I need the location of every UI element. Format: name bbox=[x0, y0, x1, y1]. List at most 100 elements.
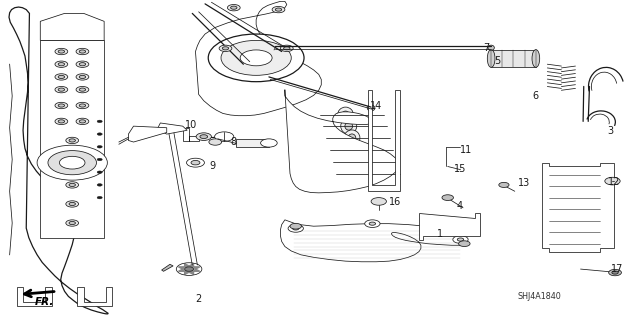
Circle shape bbox=[222, 47, 228, 50]
Circle shape bbox=[55, 74, 68, 80]
Ellipse shape bbox=[337, 107, 353, 123]
Text: 9: 9 bbox=[210, 161, 216, 171]
Polygon shape bbox=[179, 269, 184, 271]
Circle shape bbox=[280, 45, 293, 51]
Circle shape bbox=[260, 139, 277, 147]
Circle shape bbox=[200, 135, 207, 138]
Polygon shape bbox=[77, 286, 113, 306]
Circle shape bbox=[76, 74, 89, 80]
Text: 4: 4 bbox=[456, 201, 462, 211]
Circle shape bbox=[209, 139, 221, 145]
Text: 17: 17 bbox=[611, 264, 623, 274]
Circle shape bbox=[69, 221, 76, 225]
Polygon shape bbox=[419, 213, 479, 241]
Text: 6: 6 bbox=[532, 91, 539, 101]
Circle shape bbox=[97, 145, 102, 148]
Circle shape bbox=[58, 63, 65, 66]
Circle shape bbox=[369, 222, 376, 225]
Ellipse shape bbox=[347, 142, 363, 158]
Polygon shape bbox=[182, 128, 198, 141]
Circle shape bbox=[191, 160, 200, 165]
Circle shape bbox=[79, 75, 86, 78]
Circle shape bbox=[442, 195, 454, 200]
Circle shape bbox=[458, 238, 464, 241]
Text: FR.: FR. bbox=[35, 297, 54, 307]
Circle shape bbox=[76, 102, 89, 109]
Bar bbox=[44, 191, 100, 229]
Circle shape bbox=[58, 120, 65, 123]
Circle shape bbox=[79, 104, 86, 107]
Ellipse shape bbox=[342, 111, 349, 119]
Ellipse shape bbox=[488, 45, 494, 50]
Circle shape bbox=[55, 48, 68, 55]
Ellipse shape bbox=[367, 105, 375, 111]
Circle shape bbox=[275, 8, 282, 11]
Ellipse shape bbox=[353, 166, 369, 182]
Text: 13: 13 bbox=[518, 178, 531, 188]
Text: 16: 16 bbox=[389, 197, 401, 207]
Circle shape bbox=[186, 158, 204, 167]
Circle shape bbox=[76, 118, 89, 124]
Circle shape bbox=[55, 86, 68, 93]
Polygon shape bbox=[157, 123, 187, 134]
Circle shape bbox=[605, 177, 620, 185]
Bar bbox=[40, 41, 104, 238]
Circle shape bbox=[97, 133, 102, 135]
Text: 11: 11 bbox=[460, 145, 472, 155]
Polygon shape bbox=[184, 264, 189, 267]
Circle shape bbox=[55, 102, 68, 109]
Circle shape bbox=[66, 201, 79, 207]
Text: 2: 2 bbox=[196, 294, 202, 304]
Text: 5: 5 bbox=[495, 56, 500, 66]
Circle shape bbox=[230, 6, 237, 9]
Polygon shape bbox=[189, 264, 194, 267]
Circle shape bbox=[272, 6, 285, 13]
Ellipse shape bbox=[355, 158, 362, 166]
Polygon shape bbox=[129, 126, 167, 142]
Circle shape bbox=[196, 133, 211, 140]
Polygon shape bbox=[40, 13, 104, 41]
Circle shape bbox=[459, 241, 470, 247]
Ellipse shape bbox=[487, 50, 495, 67]
Text: 10: 10 bbox=[185, 120, 197, 130]
Polygon shape bbox=[179, 267, 184, 269]
Polygon shape bbox=[236, 139, 269, 147]
Bar bbox=[44, 82, 100, 122]
Circle shape bbox=[97, 158, 102, 161]
Circle shape bbox=[55, 61, 68, 67]
Polygon shape bbox=[194, 269, 200, 271]
Circle shape bbox=[97, 120, 102, 123]
Polygon shape bbox=[368, 90, 400, 191]
Circle shape bbox=[453, 236, 468, 243]
Circle shape bbox=[184, 267, 193, 271]
Circle shape bbox=[66, 137, 79, 144]
Circle shape bbox=[79, 88, 86, 91]
Circle shape bbox=[499, 182, 509, 188]
Text: 12: 12 bbox=[607, 177, 620, 187]
Circle shape bbox=[365, 220, 380, 227]
Circle shape bbox=[48, 151, 97, 175]
Circle shape bbox=[76, 86, 89, 93]
Circle shape bbox=[37, 145, 108, 180]
Circle shape bbox=[227, 4, 240, 11]
Ellipse shape bbox=[340, 118, 356, 134]
Text: 8: 8 bbox=[231, 137, 237, 147]
Text: 3: 3 bbox=[607, 126, 614, 136]
Circle shape bbox=[609, 269, 621, 276]
Polygon shape bbox=[542, 163, 614, 252]
Circle shape bbox=[58, 50, 65, 53]
Polygon shape bbox=[195, 1, 321, 116]
Circle shape bbox=[612, 271, 618, 274]
Ellipse shape bbox=[345, 122, 353, 130]
Text: 15: 15 bbox=[454, 164, 467, 174]
Text: 14: 14 bbox=[370, 100, 382, 110]
Circle shape bbox=[60, 156, 85, 169]
Circle shape bbox=[58, 75, 65, 78]
Text: SHJ4A1840: SHJ4A1840 bbox=[517, 292, 561, 300]
Circle shape bbox=[240, 50, 272, 66]
Circle shape bbox=[69, 202, 76, 205]
Circle shape bbox=[66, 220, 79, 226]
Polygon shape bbox=[17, 286, 52, 306]
Polygon shape bbox=[285, 90, 398, 193]
Circle shape bbox=[221, 41, 291, 75]
